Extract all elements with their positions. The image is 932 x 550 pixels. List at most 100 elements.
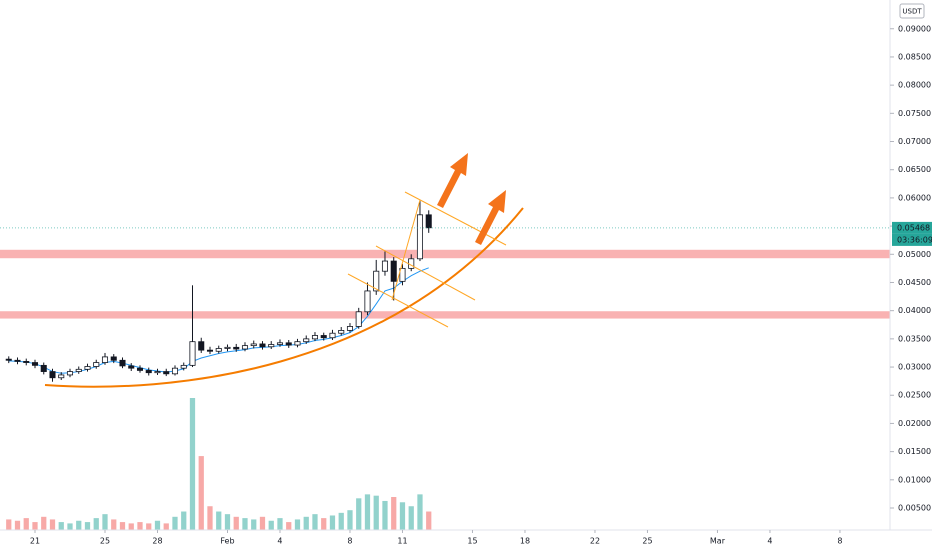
candle-body bbox=[259, 343, 266, 348]
volume-bar bbox=[49, 519, 56, 530]
volume-bar bbox=[189, 398, 196, 530]
x-tick-label: 21 bbox=[30, 537, 40, 546]
candle-body bbox=[425, 214, 432, 229]
volume-bar bbox=[224, 514, 231, 530]
y-tick-label: 0.03000 bbox=[898, 363, 931, 372]
volume-bar bbox=[277, 518, 283, 530]
volume-bar bbox=[137, 522, 143, 530]
volume-bar bbox=[268, 520, 274, 530]
candle-body bbox=[294, 341, 301, 346]
x-tick-label: 4 bbox=[277, 537, 282, 546]
x-tick-label: 8 bbox=[837, 537, 842, 546]
candle-body bbox=[189, 341, 196, 366]
volume-bar bbox=[356, 498, 362, 530]
y-tick-label: 0.06000 bbox=[898, 193, 931, 202]
candle-body bbox=[101, 356, 109, 363]
candle-body bbox=[250, 343, 257, 347]
volume-bar bbox=[338, 512, 344, 530]
y-tick-label: 0.07000 bbox=[898, 137, 931, 146]
y-tick-label: 0.04500 bbox=[898, 278, 931, 287]
x-tick-label: 15 bbox=[467, 537, 477, 546]
volume-bar bbox=[14, 520, 21, 530]
trend-line bbox=[347, 273, 449, 328]
candle-body bbox=[215, 348, 222, 352]
candle-body bbox=[58, 374, 65, 379]
volume-bar bbox=[67, 523, 73, 530]
x-tick-label: 25 bbox=[100, 537, 110, 546]
candle-body bbox=[338, 330, 345, 334]
volume-bar bbox=[84, 522, 91, 530]
arrow bbox=[475, 190, 506, 245]
volume-bar bbox=[259, 516, 266, 530]
currency-label: USDT bbox=[902, 8, 922, 16]
volume-bar bbox=[408, 506, 414, 530]
candle-body bbox=[180, 364, 187, 369]
volume-bar bbox=[154, 520, 161, 530]
candle-body bbox=[145, 370, 152, 374]
volume-bar bbox=[391, 497, 397, 530]
arrow bbox=[437, 153, 468, 208]
trend-line bbox=[391, 199, 421, 301]
y-tick-label: 0.03500 bbox=[898, 334, 931, 343]
volume-bar bbox=[426, 511, 432, 530]
candle-body bbox=[268, 344, 275, 348]
volume-bar bbox=[294, 519, 301, 530]
x-tick-label: 8 bbox=[347, 537, 352, 546]
volume-bar bbox=[172, 516, 178, 530]
volume-bar bbox=[321, 518, 327, 530]
candle-body bbox=[303, 338, 310, 343]
candle-body bbox=[346, 326, 354, 331]
candle-body bbox=[49, 371, 56, 379]
x-tick-label: 11 bbox=[397, 537, 407, 546]
candle-body bbox=[136, 367, 144, 371]
candle-body bbox=[399, 267, 406, 282]
volume-bar bbox=[364, 494, 371, 530]
volume-bar bbox=[312, 514, 318, 530]
volume-bar bbox=[146, 523, 152, 530]
y-tick-label: 0.01000 bbox=[898, 475, 931, 484]
candle-body bbox=[31, 362, 39, 366]
volume-bar bbox=[181, 511, 187, 530]
volume-bar bbox=[399, 502, 406, 530]
candle-body bbox=[93, 362, 100, 367]
support-zone bbox=[0, 311, 890, 319]
x-tick-label: Mar bbox=[710, 537, 726, 546]
candle-body bbox=[233, 346, 240, 350]
y-tick-label: 0.05000 bbox=[898, 250, 931, 259]
volume-bar bbox=[163, 523, 169, 530]
y-tick-label: 0.09000 bbox=[898, 24, 931, 33]
y-tick-label: 0.02000 bbox=[898, 419, 931, 428]
candle-body bbox=[119, 359, 126, 367]
candle-body bbox=[364, 290, 371, 313]
candle-body bbox=[163, 371, 170, 375]
candle-body bbox=[198, 341, 205, 351]
candle-body bbox=[355, 311, 362, 327]
y-tick-label: 0.08500 bbox=[898, 52, 931, 61]
candle-body bbox=[23, 361, 30, 363]
volume-bar bbox=[329, 515, 336, 530]
y-tick-label: 0.00500 bbox=[898, 504, 931, 513]
volume-bar bbox=[93, 518, 99, 530]
y-tick-label: 0.02500 bbox=[898, 391, 931, 400]
candle-body bbox=[381, 260, 389, 272]
trend-line bbox=[375, 245, 476, 301]
x-tick-label: 28 bbox=[152, 537, 162, 546]
volume-bar bbox=[216, 511, 222, 530]
candle-body bbox=[416, 214, 424, 260]
volume-bar bbox=[76, 520, 82, 530]
drawings bbox=[44, 153, 524, 388]
candle-body bbox=[84, 366, 91, 370]
candle-body bbox=[373, 270, 380, 292]
candle-body bbox=[276, 342, 284, 345]
candle-body bbox=[206, 349, 214, 352]
volume-bar bbox=[198, 456, 204, 530]
volume-bar bbox=[207, 506, 213, 530]
candle-body bbox=[128, 365, 135, 369]
x-tick-label: 25 bbox=[642, 537, 652, 546]
volume-bar bbox=[111, 519, 117, 530]
volume-bar bbox=[373, 495, 379, 530]
x-tick-label: 18 bbox=[520, 537, 530, 546]
candle-body bbox=[390, 260, 397, 282]
volume-bar bbox=[23, 518, 29, 530]
